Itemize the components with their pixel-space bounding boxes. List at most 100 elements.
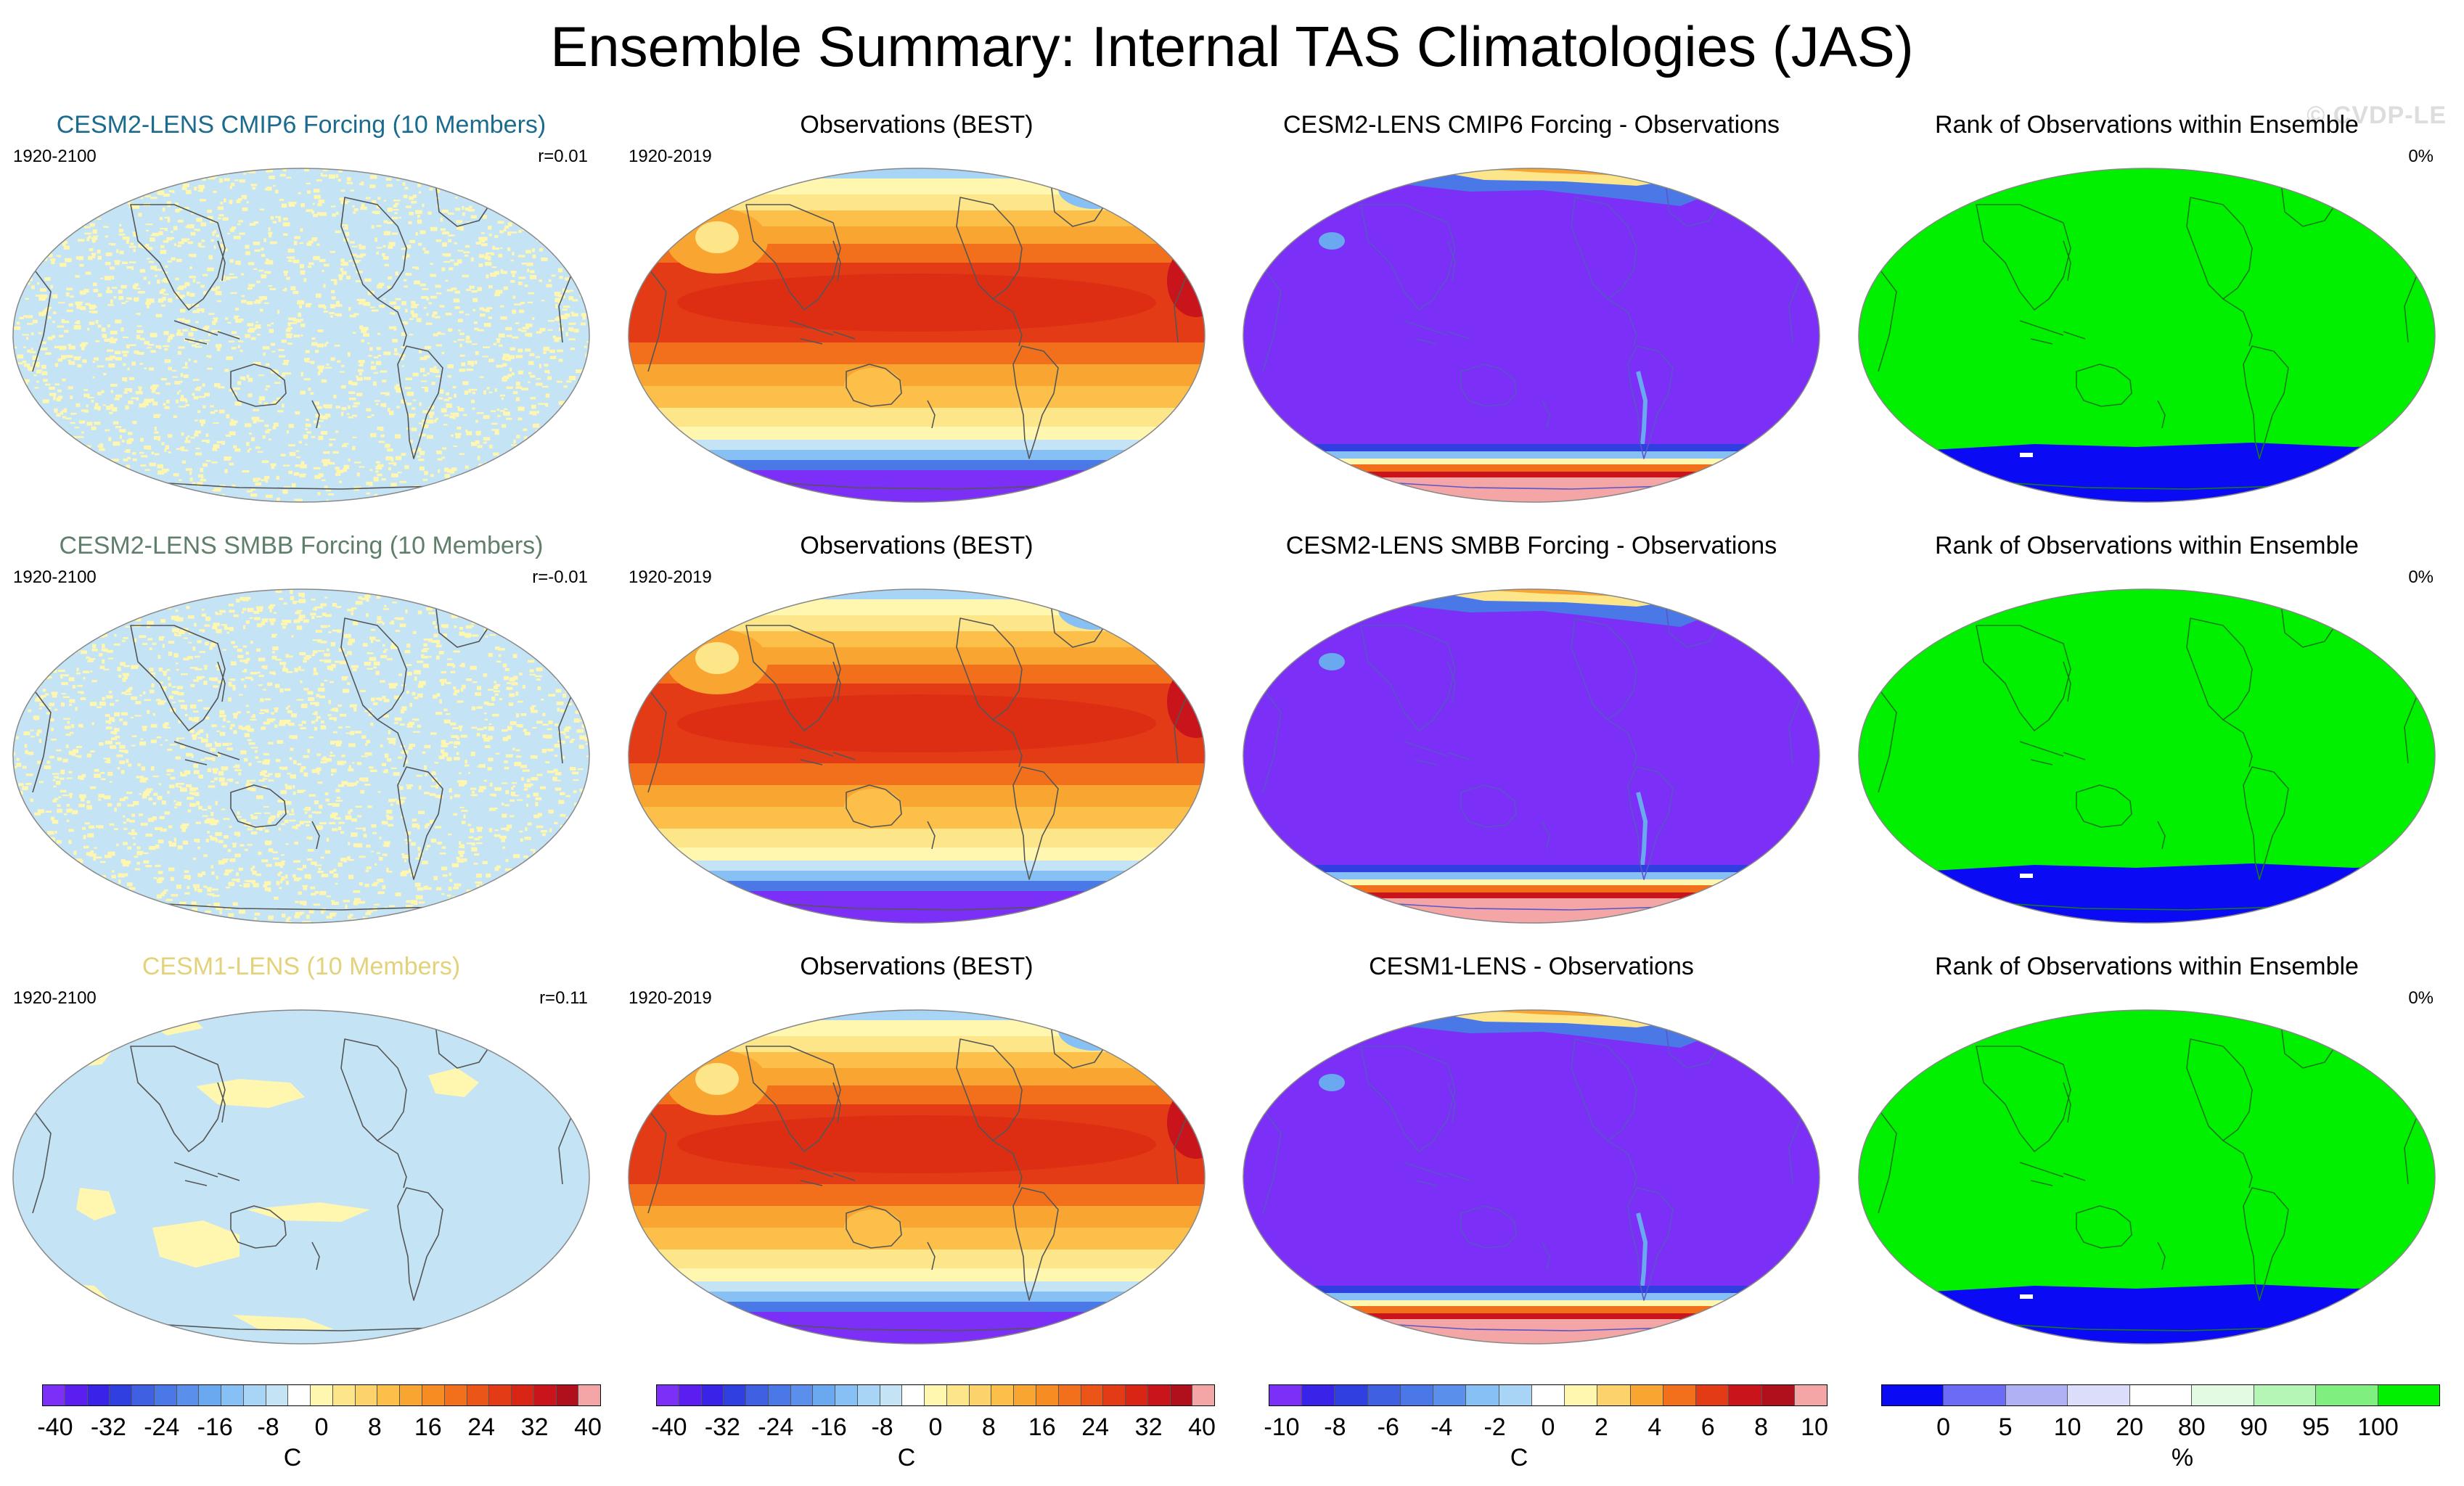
speckle bbox=[136, 397, 139, 401]
speckle bbox=[42, 689, 46, 692]
speckle bbox=[196, 386, 201, 391]
speckle bbox=[323, 311, 329, 313]
speckle bbox=[79, 306, 86, 310]
speckle bbox=[530, 397, 536, 400]
speckle bbox=[171, 894, 179, 897]
speckle bbox=[101, 390, 105, 393]
speckle bbox=[19, 181, 25, 184]
speckle bbox=[247, 607, 254, 612]
speckle bbox=[312, 608, 316, 611]
speckle bbox=[584, 345, 587, 348]
speckle bbox=[553, 168, 557, 173]
speckle bbox=[463, 251, 470, 253]
speckle bbox=[427, 178, 433, 181]
speckle bbox=[519, 830, 523, 833]
speckle bbox=[175, 618, 182, 621]
speckle bbox=[513, 676, 518, 680]
speckle bbox=[171, 168, 177, 169]
speckle bbox=[253, 409, 259, 411]
speckle bbox=[33, 504, 36, 508]
speckle bbox=[573, 654, 577, 658]
speckle bbox=[70, 395, 73, 399]
speckle bbox=[272, 463, 277, 467]
speckle bbox=[390, 683, 398, 686]
speckle bbox=[51, 475, 57, 480]
speckle bbox=[394, 348, 398, 353]
speckle bbox=[290, 774, 296, 779]
speckle bbox=[308, 387, 311, 391]
speckle bbox=[220, 239, 224, 242]
speckle bbox=[182, 840, 189, 845]
speckle bbox=[581, 633, 584, 636]
speckle bbox=[27, 892, 30, 897]
speckle bbox=[359, 882, 363, 886]
speckle bbox=[68, 361, 75, 365]
speckle bbox=[586, 477, 589, 481]
speckle bbox=[134, 350, 139, 354]
speckle bbox=[22, 346, 26, 348]
speckle bbox=[498, 253, 503, 258]
speckle bbox=[360, 206, 367, 210]
speckle bbox=[531, 178, 536, 181]
speckle bbox=[375, 403, 379, 406]
speckle bbox=[250, 337, 256, 340]
speckle bbox=[302, 921, 309, 923]
speckle bbox=[207, 215, 213, 219]
speckle bbox=[80, 292, 86, 295]
speckle bbox=[306, 358, 310, 360]
speckle bbox=[277, 310, 280, 314]
speckle bbox=[157, 439, 160, 441]
speckle bbox=[266, 260, 274, 265]
speckle bbox=[491, 253, 495, 255]
speckle bbox=[334, 817, 341, 820]
speckle bbox=[314, 811, 322, 814]
speckle bbox=[551, 221, 556, 224]
speckle bbox=[369, 306, 375, 308]
speckle bbox=[512, 888, 517, 892]
speckle bbox=[247, 287, 253, 290]
speckle bbox=[464, 760, 467, 764]
speckle bbox=[93, 235, 99, 237]
speckle bbox=[374, 400, 380, 402]
speckle bbox=[263, 721, 270, 725]
speckle bbox=[475, 589, 480, 592]
speckle bbox=[213, 329, 221, 332]
speckle bbox=[22, 765, 27, 769]
speckle bbox=[315, 350, 319, 353]
speckle bbox=[196, 282, 200, 284]
speckle bbox=[154, 268, 162, 271]
speckle bbox=[295, 411, 300, 415]
speckle bbox=[129, 609, 135, 611]
speckle bbox=[51, 670, 57, 673]
speckle bbox=[189, 266, 192, 269]
speckle bbox=[470, 665, 477, 670]
speckle bbox=[269, 155, 274, 157]
speckle bbox=[530, 270, 535, 274]
speckle bbox=[43, 668, 50, 670]
speckle bbox=[424, 824, 428, 829]
speckle bbox=[174, 292, 180, 295]
speckle bbox=[393, 209, 399, 211]
speckle bbox=[495, 915, 502, 918]
speckle bbox=[255, 935, 261, 937]
speckle bbox=[353, 901, 359, 906]
speckle bbox=[466, 611, 472, 614]
speckle bbox=[247, 160, 251, 163]
speckle bbox=[187, 809, 191, 813]
speckle bbox=[229, 742, 232, 745]
speckle bbox=[76, 436, 84, 438]
speckle bbox=[495, 752, 500, 755]
speckle bbox=[118, 296, 124, 300]
speckle bbox=[363, 827, 366, 832]
speckle bbox=[33, 626, 38, 631]
speckle bbox=[282, 489, 288, 494]
speckle bbox=[515, 386, 523, 389]
speckle bbox=[197, 410, 201, 414]
speckle bbox=[389, 411, 394, 416]
speckle bbox=[548, 721, 553, 724]
speckle bbox=[241, 194, 246, 199]
speckle bbox=[465, 498, 472, 500]
speckle bbox=[125, 625, 131, 628]
speckle bbox=[581, 414, 586, 419]
speckle bbox=[457, 259, 462, 264]
